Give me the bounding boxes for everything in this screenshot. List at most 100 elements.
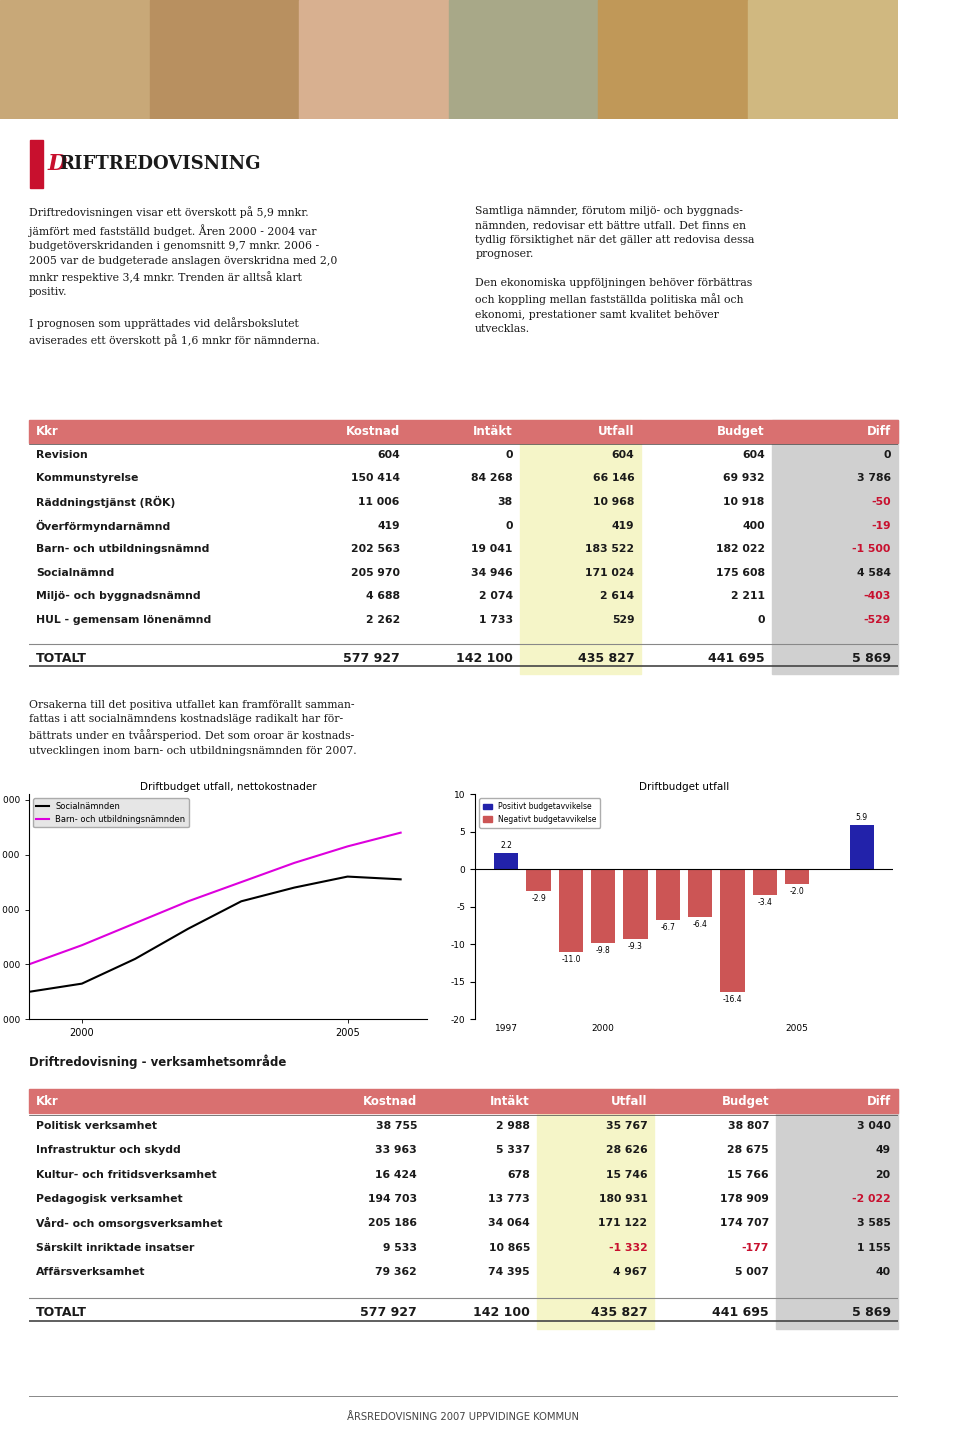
Text: 15 746: 15 746 <box>606 1169 647 1179</box>
Text: 11 006: 11 006 <box>358 497 399 507</box>
Text: Revision: Revision <box>36 450 87 460</box>
Text: 40: 40 <box>876 1268 891 1278</box>
Text: 435 827: 435 827 <box>578 652 635 665</box>
Text: 604: 604 <box>612 450 635 460</box>
Text: 577 927: 577 927 <box>343 652 399 665</box>
Text: 577 927: 577 927 <box>360 1307 418 1320</box>
Text: 0: 0 <box>505 450 513 460</box>
Text: 38 807: 38 807 <box>728 1121 769 1131</box>
Text: -11.0: -11.0 <box>562 955 581 964</box>
Text: Driftredovisningen visar ett överskott på 5,9 mnkr.
jämfört med fastställd budge: Driftredovisningen visar ett överskott p… <box>29 206 337 346</box>
Text: 1 733: 1 733 <box>479 614 513 624</box>
Text: Budget: Budget <box>721 1095 769 1108</box>
Bar <box>526 870 551 892</box>
Text: 3 040: 3 040 <box>856 1121 891 1131</box>
Text: -1 332: -1 332 <box>609 1243 647 1253</box>
Text: 9 533: 9 533 <box>383 1243 418 1253</box>
Text: Kultur- och fritidsverksamhet: Kultur- och fritidsverksamhet <box>36 1169 216 1179</box>
Text: 419: 419 <box>612 520 635 530</box>
Bar <box>30 139 42 189</box>
Text: D: D <box>47 152 66 176</box>
Text: -9.3: -9.3 <box>628 942 643 951</box>
Text: -1 500: -1 500 <box>852 544 891 555</box>
Bar <box>850 825 874 870</box>
Text: Diff: Diff <box>866 425 891 439</box>
Text: 400: 400 <box>742 520 765 530</box>
Text: 142 100: 142 100 <box>473 1307 530 1320</box>
Text: Utfall: Utfall <box>598 425 635 439</box>
Text: Kkr: Kkr <box>36 1095 59 1108</box>
Text: 182 022: 182 022 <box>715 544 765 555</box>
Text: Kkr: Kkr <box>36 425 59 439</box>
Text: Kostnad: Kostnad <box>346 425 399 439</box>
Bar <box>656 870 680 919</box>
Text: 20: 20 <box>876 1169 891 1179</box>
Text: Kommunstyrelse: Kommunstyrelse <box>36 473 138 484</box>
Text: -2 022: -2 022 <box>852 1194 891 1204</box>
Text: HUL - gemensam lönenämnd: HUL - gemensam lönenämnd <box>36 614 211 624</box>
Text: -2.0: -2.0 <box>790 887 804 896</box>
Text: 205 186: 205 186 <box>368 1218 418 1228</box>
Text: 84 268: 84 268 <box>471 473 513 484</box>
Text: 2 074: 2 074 <box>479 591 513 601</box>
Text: 150 414: 150 414 <box>350 473 399 484</box>
Text: RIFTREDOVISNING: RIFTREDOVISNING <box>59 155 260 173</box>
Text: 5 869: 5 869 <box>852 652 891 665</box>
Text: Driftredovisning - verksamhetsområde: Driftredovisning - verksamhetsområde <box>29 1054 286 1069</box>
Text: 171 122: 171 122 <box>598 1218 647 1228</box>
Text: 4 967: 4 967 <box>613 1268 647 1278</box>
Bar <box>449 0 598 119</box>
Text: TOTALT: TOTALT <box>36 652 86 665</box>
Text: 10 918: 10 918 <box>724 497 765 507</box>
Text: Politisk verksamhet: Politisk verksamhet <box>36 1121 156 1131</box>
Text: -19: -19 <box>871 520 891 530</box>
Text: 14: 14 <box>17 1414 45 1435</box>
Text: 2 614: 2 614 <box>600 591 635 601</box>
Text: -50: -50 <box>871 497 891 507</box>
Text: ÅRSREDOVISNING 2007 UPPVIDINGE KOMMUN: ÅRSREDOVISNING 2007 UPPVIDINGE KOMMUN <box>348 1411 579 1422</box>
Text: 33 963: 33 963 <box>375 1146 418 1156</box>
Text: 2 988: 2 988 <box>496 1121 530 1131</box>
Bar <box>785 870 809 884</box>
Legend: Positivt budgetavvikelse, Negativt budgetavvikelse: Positivt budgetavvikelse, Negativt budge… <box>479 799 600 828</box>
Text: 35 767: 35 767 <box>606 1121 647 1131</box>
Text: 2 211: 2 211 <box>731 591 765 601</box>
Text: Budget: Budget <box>717 425 765 439</box>
Text: 205 970: 205 970 <box>350 568 399 578</box>
Text: 5 869: 5 869 <box>852 1307 891 1320</box>
Text: 38: 38 <box>497 497 513 507</box>
Text: Barn- och utbildningsnämnd: Barn- och utbildningsnämnd <box>36 544 209 555</box>
Text: 604: 604 <box>742 450 765 460</box>
Text: 174 707: 174 707 <box>720 1218 769 1228</box>
Text: 441 695: 441 695 <box>712 1307 769 1320</box>
Text: 4 688: 4 688 <box>366 591 399 601</box>
Bar <box>753 870 777 894</box>
Bar <box>591 870 615 942</box>
Text: Miljö- och byggnadsnämnd: Miljö- och byggnadsnämnd <box>36 591 201 601</box>
Text: Intäkt: Intäkt <box>491 1095 530 1108</box>
Text: 180 931: 180 931 <box>598 1194 647 1204</box>
Text: 175 608: 175 608 <box>715 568 765 578</box>
Text: Diff: Diff <box>866 1095 891 1108</box>
Text: 74 395: 74 395 <box>489 1268 530 1278</box>
Text: -6.7: -6.7 <box>660 922 675 932</box>
Text: 5 337: 5 337 <box>496 1146 530 1156</box>
Bar <box>494 852 518 870</box>
Text: 2 262: 2 262 <box>366 614 399 624</box>
Text: Infrastruktur och skydd: Infrastruktur och skydd <box>36 1146 180 1156</box>
Text: Orsakerna till det positiva utfallet kan framförallt samman-
fattas i att social: Orsakerna till det positiva utfallet kan… <box>29 700 356 756</box>
Bar <box>300 0 449 119</box>
Text: 678: 678 <box>507 1169 530 1179</box>
Bar <box>748 0 898 119</box>
Text: 419: 419 <box>377 520 399 530</box>
Bar <box>29 420 898 443</box>
Text: 183 522: 183 522 <box>586 544 635 555</box>
Text: 13 773: 13 773 <box>489 1194 530 1204</box>
Text: 66 146: 66 146 <box>592 473 635 484</box>
Text: -177: -177 <box>742 1243 769 1253</box>
Text: 529: 529 <box>612 614 635 624</box>
Bar <box>0 0 150 119</box>
Text: 28 626: 28 626 <box>606 1146 647 1156</box>
Title: Driftbudget utfall: Driftbudget utfall <box>638 783 730 793</box>
Text: 2.2: 2.2 <box>500 841 513 849</box>
